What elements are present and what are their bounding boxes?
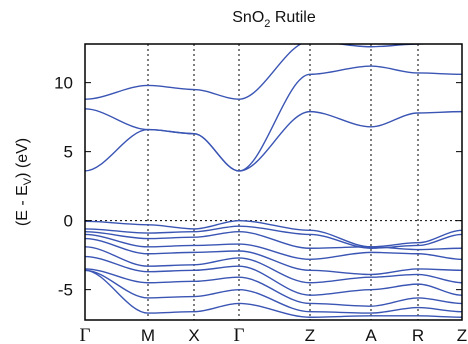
band-line-9: [85, 246, 462, 284]
chart-title-subscript: 2: [264, 18, 270, 30]
band-line-1: [85, 44, 433, 100]
bands-group: [85, 44, 462, 318]
x-tick-label-3: Γ: [234, 325, 245, 344]
band-line-3: [85, 65, 462, 172]
y-tick-label-0: -5: [58, 281, 73, 300]
ticks-group: [85, 82, 462, 291]
y-axis-label-subscript: V: [22, 177, 34, 185]
band-line-5: [85, 225, 462, 249]
x-tick-label-4: Z: [305, 326, 315, 344]
x-tick-label-7: Z: [457, 326, 467, 344]
y-tick-label-2: 5: [64, 143, 73, 162]
chart-title: SnO2 Rutile: [232, 9, 316, 30]
band-line-13: [85, 269, 462, 318]
band-line-12: [85, 269, 462, 314]
band-line-10: [85, 255, 462, 296]
band-line-2: [85, 108, 462, 172]
band-line-8: [85, 237, 462, 276]
y-axis-label: (E - EV) (eV): [14, 138, 34, 226]
band-line-6: [85, 230, 462, 251]
band-line-11: [85, 268, 462, 307]
x-tick-label-6: R: [412, 326, 424, 344]
band-line-7: [85, 233, 462, 260]
x-tick-label-1: M: [141, 326, 155, 344]
band-line-4: [85, 219, 462, 248]
x-tick-label-0: Γ: [80, 325, 91, 344]
x-tick-label-2: X: [188, 326, 199, 344]
y-tick-labels: -5 0 5 10: [54, 74, 73, 300]
y-tick-label-3: 10: [54, 74, 73, 93]
plot-frame: [84, 43, 463, 321]
y-tick-label-1: 0: [64, 212, 73, 231]
x-tick-label-5: A: [365, 326, 377, 344]
